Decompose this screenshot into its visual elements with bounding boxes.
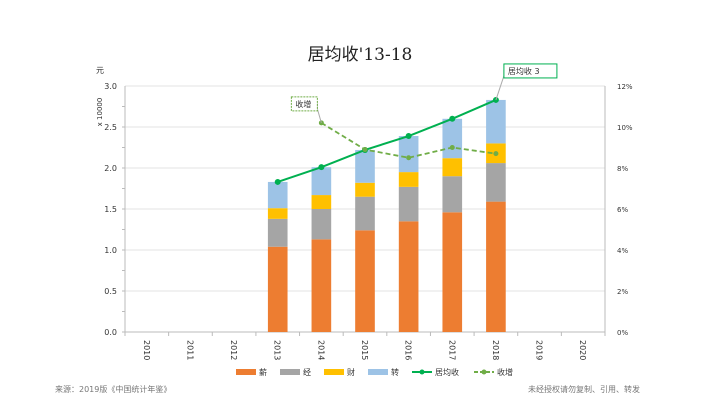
bar-薪 — [355, 230, 375, 332]
bar-转 — [486, 99, 506, 144]
bar-薪 — [442, 212, 463, 332]
bar-经 — [267, 218, 288, 247]
x-tick-label: 2012 — [229, 340, 238, 360]
bar-经 — [398, 186, 419, 222]
line-收增 — [320, 122, 497, 159]
legend-label: 转 — [391, 367, 399, 377]
annotation-leader — [316, 102, 322, 124]
y2-tick-label: 8% — [617, 165, 628, 173]
x-tick-label: 2010 — [142, 340, 151, 360]
x-tick-label: 2019 — [535, 340, 544, 360]
x-tick-label: 2013 — [273, 340, 282, 360]
bar-转 — [398, 136, 419, 173]
bar-财 — [311, 195, 332, 209]
y-multiplier-label: x 10000 — [96, 98, 104, 127]
annotation-leader — [495, 69, 505, 101]
annotation-text: 居均收 3 — [508, 66, 540, 76]
x-tick-label: 2020 — [578, 340, 587, 360]
y-tick-label: 2.5 — [104, 123, 117, 132]
y-unit-label: 元 — [96, 66, 104, 75]
point-居均收 — [405, 133, 412, 140]
legend-swatch — [280, 369, 300, 375]
bar-财 — [355, 182, 375, 197]
y-tick-label: 1.5 — [104, 205, 117, 214]
x-tick-label: 2016 — [404, 340, 413, 360]
point-收增 — [406, 155, 412, 161]
y-tick-label: 0.0 — [104, 328, 117, 337]
bar-薪 — [311, 239, 332, 332]
y2-tick-label: 10% — [617, 124, 633, 132]
point-收增 — [449, 145, 455, 150]
annotation-box — [290, 96, 318, 112]
point-收增 — [362, 147, 368, 153]
source-note: 来源：2019版《中国统计年鉴》 — [55, 385, 172, 394]
annotation-text: 收增 — [295, 99, 311, 109]
annotation-box — [503, 63, 558, 79]
x-tick-label: 2014 — [316, 340, 325, 360]
y2-tick-label: 6% — [617, 206, 628, 214]
legend-label: 收增 — [497, 367, 513, 377]
legend-label: 财 — [347, 367, 355, 377]
legend-swatch — [324, 369, 344, 375]
bar-经 — [442, 176, 463, 213]
y2-tick-label: 12% — [617, 83, 633, 91]
bar-财 — [267, 208, 288, 219]
y-tick-label: 1.0 — [104, 246, 117, 255]
bar-转 — [442, 118, 463, 159]
bar-薪 — [486, 201, 506, 332]
copyright-note: 未经授权请勿复制、引用、转发 — [528, 385, 640, 394]
legend-label: 薪 — [259, 367, 267, 377]
y2-tick-label: 4% — [617, 247, 628, 255]
y2-tick-label: 2% — [617, 288, 628, 296]
bar-转 — [311, 167, 332, 196]
line-居均收 — [277, 99, 497, 183]
x-tick-label: 2015 — [360, 340, 369, 360]
bar-财 — [442, 158, 463, 177]
bar-经 — [311, 209, 332, 240]
legend-marker — [419, 369, 425, 375]
y-tick-label: 0.5 — [104, 287, 117, 296]
point-居均收 — [274, 178, 281, 185]
chart-title: 居均收'13-18 — [307, 45, 413, 65]
bar-薪 — [267, 246, 288, 332]
x-tick-label: 2017 — [447, 340, 456, 360]
y-tick-label: 3.0 — [104, 82, 117, 91]
legend-label: 经 — [303, 367, 311, 377]
bar-经 — [355, 196, 375, 231]
legend-label: 居均收 — [435, 367, 459, 377]
y-tick-label: 2.0 — [104, 164, 117, 173]
bar-转 — [267, 181, 288, 209]
point-居均收 — [449, 115, 456, 122]
x-tick-label: 2011 — [185, 340, 194, 360]
legend-swatch — [236, 369, 256, 375]
bar-财 — [398, 172, 419, 187]
point-居均收 — [318, 164, 325, 171]
y2-tick-label: 0% — [617, 329, 628, 337]
bar-薪 — [398, 221, 419, 332]
bar-转 — [355, 149, 375, 183]
legend-swatch — [368, 369, 388, 375]
x-tick-label: 2018 — [491, 340, 500, 360]
point-收增 — [493, 151, 499, 157]
bar-经 — [486, 163, 506, 202]
legend-marker — [481, 369, 487, 375]
